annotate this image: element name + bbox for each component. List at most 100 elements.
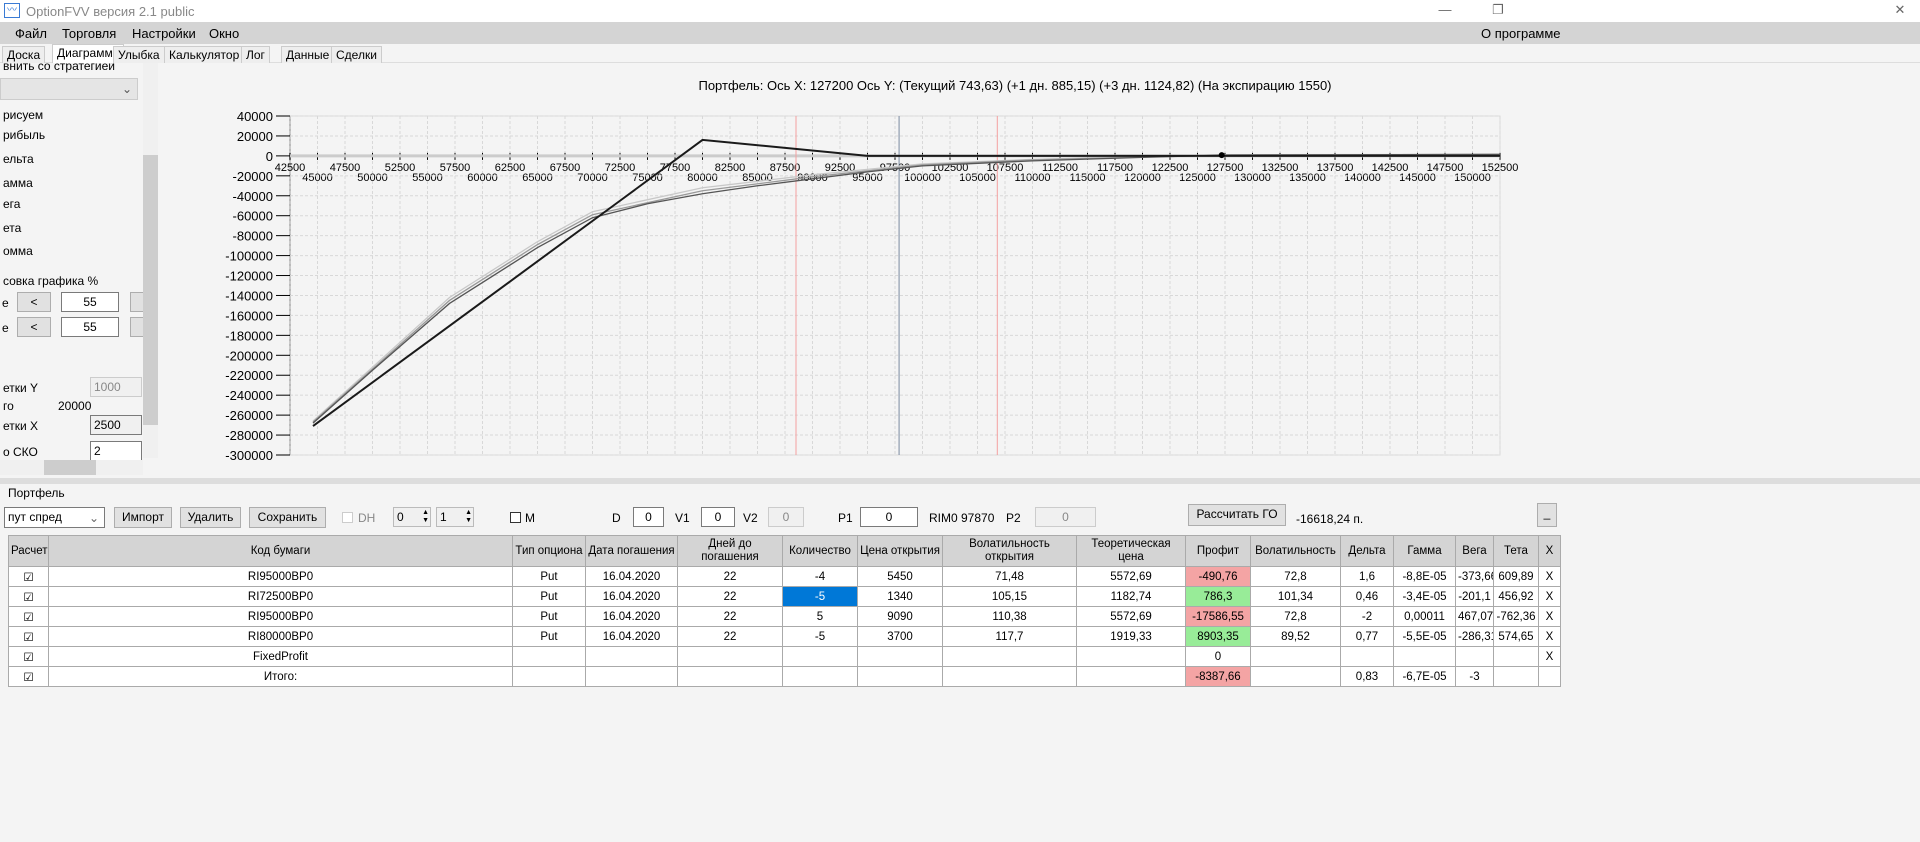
- cell-remove[interactable]: X: [1538, 586, 1561, 607]
- p2-input[interactable]: 0: [1035, 507, 1096, 527]
- v1-input[interactable]: 0: [701, 507, 735, 527]
- menu-settings[interactable]: Настройки: [132, 26, 196, 41]
- h-scrollbar-thumb[interactable]: [44, 460, 96, 475]
- restore-button[interactable]: ❐: [1492, 2, 1504, 17]
- column-header-theor-price[interactable]: Теоретическая цена: [1076, 535, 1186, 567]
- m-checkbox[interactable]: [510, 512, 521, 523]
- cell-remove[interactable]: X: [1538, 566, 1561, 587]
- scrollbar-thumb[interactable]: [143, 155, 158, 425]
- column-header-days[interactable]: Дней до погашения: [677, 535, 783, 567]
- tab-board[interactable]: Доска: [2, 46, 46, 63]
- delete-button[interactable]: Удалить: [180, 507, 241, 528]
- spin2-input[interactable]: 1 ▲ ▼: [436, 507, 474, 527]
- collapse-button[interactable]: _: [1537, 503, 1557, 527]
- column-header-open-vol[interactable]: Волатильность открытия: [942, 535, 1077, 567]
- column-header-type[interactable]: Тип опциона: [512, 535, 586, 567]
- tab-diagram[interactable]: Диаграмма: [52, 44, 125, 63]
- vertical-scrollbar[interactable]: [143, 63, 158, 458]
- scale2-input[interactable]: 55: [61, 317, 119, 337]
- minimize-button[interactable]: —: [1438, 2, 1452, 17]
- column-header-gamma[interactable]: Гамма: [1393, 535, 1456, 567]
- option-theta[interactable]: ета: [3, 221, 22, 235]
- grid-y-input[interactable]: 1000: [90, 377, 142, 397]
- table-row[interactable]: ☑ FixedProfit 0 X: [8, 646, 1561, 667]
- option-delta[interactable]: ельта: [3, 152, 34, 166]
- cell-remove[interactable]: [1538, 666, 1561, 687]
- column-header-qty[interactable]: Количество: [782, 535, 858, 567]
- cell-theor-price: 1919,33: [1076, 626, 1186, 647]
- profit-chart[interactable]: 4250045000475005000052500550005750060000…: [160, 63, 1920, 478]
- column-header-theta[interactable]: Тета: [1493, 535, 1539, 567]
- option-sum[interactable]: омма: [3, 244, 33, 258]
- tab-smile[interactable]: Улыбка: [113, 46, 165, 63]
- column-header-vol[interactable]: Волатильность: [1250, 535, 1341, 567]
- column-header-code[interactable]: Код бумаги: [48, 535, 513, 567]
- sko-input[interactable]: 2: [90, 441, 142, 461]
- import-button[interactable]: Импорт: [114, 507, 172, 528]
- tab-log[interactable]: Лог: [241, 46, 270, 63]
- tab-calculator[interactable]: Калькулятор: [164, 46, 245, 63]
- cell-calc[interactable]: ☑: [8, 626, 49, 647]
- cell-calc[interactable]: ☑: [8, 586, 49, 607]
- chevron-down-icon: ⌄: [121, 82, 132, 96]
- column-header-vega[interactable]: Вега: [1455, 535, 1494, 567]
- cell-remove[interactable]: X: [1538, 646, 1561, 667]
- column-header-expiry[interactable]: Дата погашения: [585, 535, 678, 567]
- cell-profit: 8903,35: [1185, 626, 1251, 647]
- option-vega[interactable]: ега: [3, 197, 21, 211]
- spinner-arrows-icon[interactable]: ▲ ▼: [422, 509, 429, 524]
- menu-file[interactable]: Файл: [15, 26, 47, 41]
- strategy-dropdown[interactable]: ⌄: [0, 78, 138, 100]
- cell-qty[interactable]: -5: [782, 586, 858, 607]
- cell-remove[interactable]: X: [1538, 626, 1561, 647]
- table-row[interactable]: ☑ Итого: -8387,66 0,83 -6,7E-05 -3: [8, 666, 1561, 687]
- column-header-open-price[interactable]: Цена открытия: [857, 535, 943, 567]
- v2-input[interactable]: 0: [768, 507, 804, 527]
- d-input[interactable]: 0: [633, 507, 664, 527]
- menu-about[interactable]: О программе: [1481, 26, 1561, 41]
- menu-window[interactable]: Окно: [209, 26, 240, 41]
- cell-qty[interactable]: [782, 646, 858, 667]
- cell-qty[interactable]: -4: [782, 566, 858, 587]
- option-profit[interactable]: рибыль: [3, 128, 46, 142]
- splitter[interactable]: [0, 478, 1920, 484]
- column-header-remove[interactable]: X: [1538, 535, 1561, 567]
- close-button[interactable]: ✕: [1894, 2, 1906, 17]
- spinner-arrows-icon[interactable]: ▲ ▼: [465, 509, 472, 524]
- y-tick-label: -100000: [225, 249, 273, 264]
- table-row[interactable]: ☑ RI80000BP0 Put 16.04.2020 22 -5 3700 117,7 191…: [8, 626, 1561, 647]
- cell-calc[interactable]: ☑: [8, 646, 49, 667]
- x-tick-label: 52500: [385, 162, 416, 174]
- spin1-input[interactable]: 0 ▲ ▼: [393, 507, 431, 527]
- horizontal-scrollbar[interactable]: [0, 460, 143, 475]
- tab-deals[interactable]: Сделки: [331, 46, 382, 63]
- column-header-calc[interactable]: Расчет: [8, 535, 49, 567]
- cell-qty[interactable]: [782, 666, 858, 687]
- p1-input[interactable]: 0: [860, 507, 918, 527]
- cell-calc[interactable]: ☑: [8, 606, 49, 627]
- strategy-select[interactable]: пут спред ⌄: [4, 507, 105, 528]
- table-row[interactable]: ☑ RI95000BP0 Put 16.04.2020 22 5 9090 110,38 557…: [8, 606, 1561, 627]
- tab-data[interactable]: Данные: [281, 46, 335, 63]
- scale1-decrease-button[interactable]: <: [17, 292, 51, 312]
- table-row[interactable]: ☑ RI95000BP0 Put 16.04.2020 22 -4 5450 71,48 557…: [8, 566, 1561, 587]
- table-row[interactable]: ☑ RI72500BP0 Put 16.04.2020 22 -5 1340 105,15 11…: [8, 586, 1561, 607]
- go-value: -16618,24 п.: [1296, 512, 1364, 526]
- cell-type: [512, 666, 586, 687]
- cell-calc[interactable]: ☑: [8, 566, 49, 587]
- column-header-delta[interactable]: Дельта: [1340, 535, 1394, 567]
- cell-remove[interactable]: X: [1538, 606, 1561, 627]
- cell-calc[interactable]: ☑: [8, 666, 49, 687]
- scale1-input[interactable]: 55: [61, 292, 119, 312]
- save-button[interactable]: Сохранить: [249, 507, 326, 528]
- column-header-profit[interactable]: Профит: [1185, 535, 1251, 567]
- cell-theor-price: 5572,69: [1076, 606, 1186, 627]
- cell-qty[interactable]: 5: [782, 606, 858, 627]
- cell-qty[interactable]: -5: [782, 626, 858, 647]
- option-gamma[interactable]: амма: [3, 176, 33, 190]
- dh-checkbox[interactable]: [342, 512, 353, 523]
- scale2-decrease-button[interactable]: <: [17, 317, 51, 337]
- menu-trading[interactable]: Торговля: [62, 26, 117, 41]
- grid-x-input[interactable]: 2500: [90, 415, 142, 435]
- calculate-go-button[interactable]: Рассчитать ГО: [1188, 504, 1286, 526]
